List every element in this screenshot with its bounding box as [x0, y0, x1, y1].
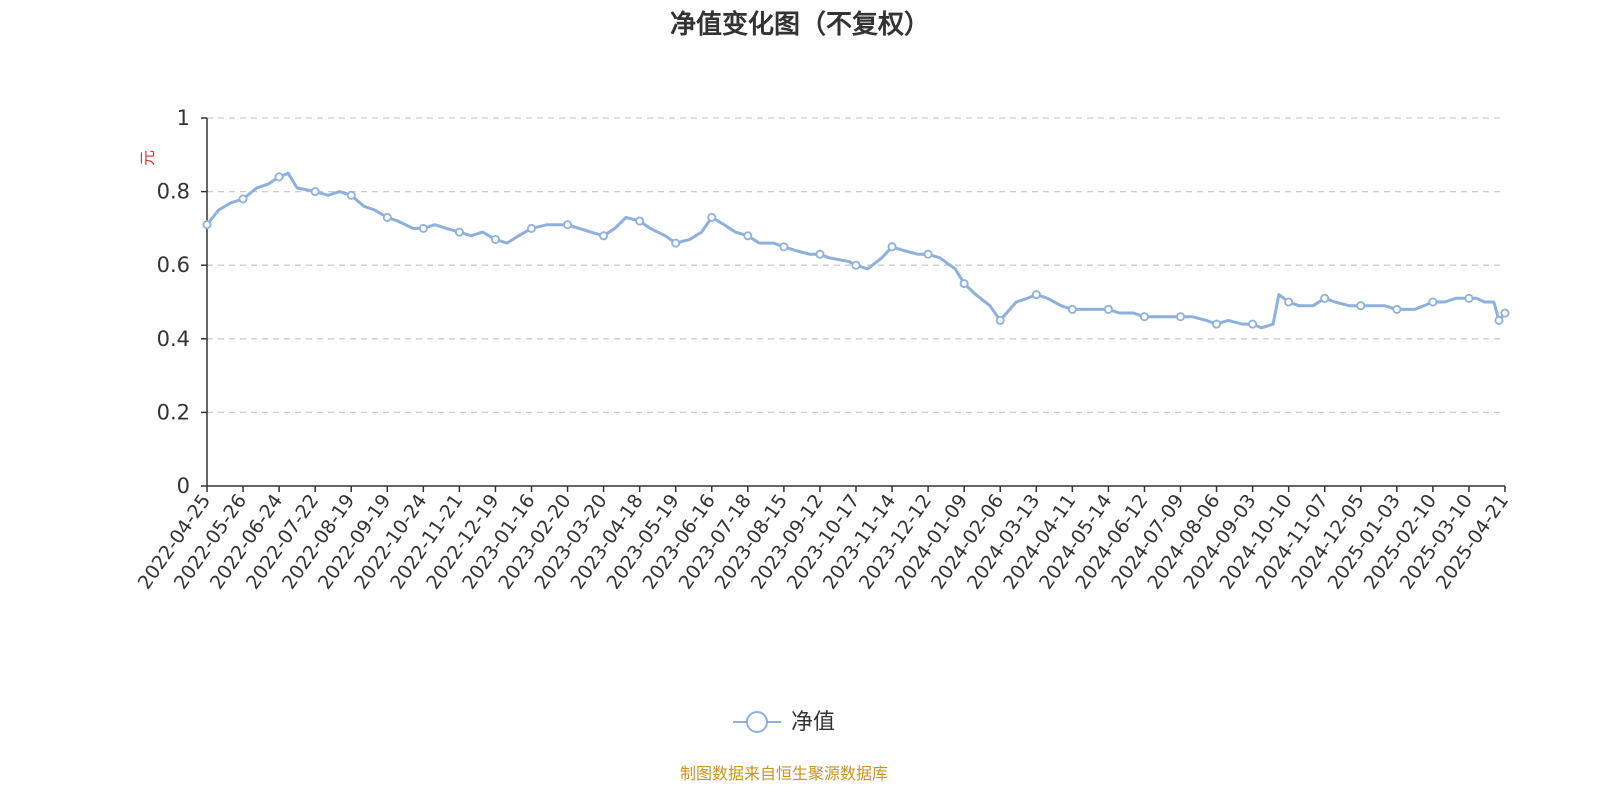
data-point-marker[interactable] [923, 249, 933, 259]
legend-label: 净值 [791, 710, 835, 735]
data-point-marker[interactable] [851, 260, 861, 270]
data-point-marker[interactable] [1464, 293, 1474, 303]
data-point-marker[interactable] [527, 223, 537, 233]
data-point-marker[interactable] [1139, 312, 1149, 322]
data-point-marker[interactable] [1392, 304, 1402, 314]
data-point-marker[interactable] [274, 172, 284, 182]
data-point-marker[interactable] [418, 223, 428, 233]
legend-marker-icon [746, 711, 768, 733]
data-point-marker[interactable] [1103, 304, 1113, 314]
x-axis-ticks: 2022-04-252022-05-262022-06-242022-07-22… [134, 486, 1513, 593]
data-point-marker[interactable] [743, 231, 753, 241]
data-point-marker[interactable] [1031, 290, 1041, 300]
data-point-marker[interactable] [1248, 319, 1258, 329]
data-point-marker[interactable] [707, 212, 717, 222]
data-point-marker[interactable] [382, 212, 392, 222]
y-axis-unit: 元 [138, 150, 157, 166]
data-point-marker[interactable] [1356, 301, 1366, 311]
data-point-marker[interactable] [202, 220, 212, 230]
data-point-marker[interactable] [454, 227, 464, 237]
series-markers [202, 172, 1510, 329]
data-point-marker[interactable] [346, 190, 356, 200]
data-point-marker[interactable] [671, 238, 681, 248]
y-tick-label: 0 [177, 474, 190, 498]
y-axis-ticks: 0 0.2 0.4 0.6 0.8 1 [157, 106, 207, 498]
source-note: 制图数据来自恒生聚源数据库 [680, 764, 888, 783]
y-tick-label: 0.4 [157, 327, 190, 351]
data-point-marker[interactable] [490, 234, 500, 244]
data-point-marker[interactable] [779, 242, 789, 252]
legend[interactable]: 净值 [733, 710, 835, 735]
chart-title: 净值变化图（不复权） [670, 9, 930, 40]
data-point-marker[interactable] [1284, 297, 1294, 307]
data-point-marker[interactable] [1428, 297, 1438, 307]
data-point-marker[interactable] [238, 194, 248, 204]
data-point-marker[interactable] [1320, 293, 1330, 303]
data-point-marker[interactable] [599, 231, 609, 241]
data-point-marker[interactable] [310, 187, 320, 197]
data-point-marker[interactable] [635, 216, 645, 226]
y-tick-label: 1 [177, 106, 190, 130]
series-line-net-value [205, 171, 1507, 330]
data-point-marker[interactable] [959, 279, 969, 289]
data-point-marker[interactable] [1500, 308, 1510, 318]
y-tick-label: 0.2 [157, 400, 190, 424]
data-point-marker[interactable] [1494, 315, 1504, 325]
y-tick-label: 0.8 [157, 180, 190, 204]
data-point-marker[interactable] [563, 220, 573, 230]
series-layer [205, 171, 1507, 330]
axes [206, 118, 1505, 487]
data-point-marker[interactable] [1212, 319, 1222, 329]
data-point-marker[interactable] [1067, 304, 1077, 314]
data-point-marker[interactable] [887, 242, 897, 252]
y-tick-label: 0.6 [157, 253, 190, 277]
data-point-marker[interactable] [995, 315, 1005, 325]
data-point-marker[interactable] [815, 249, 825, 259]
data-point-marker[interactable] [1176, 312, 1186, 322]
